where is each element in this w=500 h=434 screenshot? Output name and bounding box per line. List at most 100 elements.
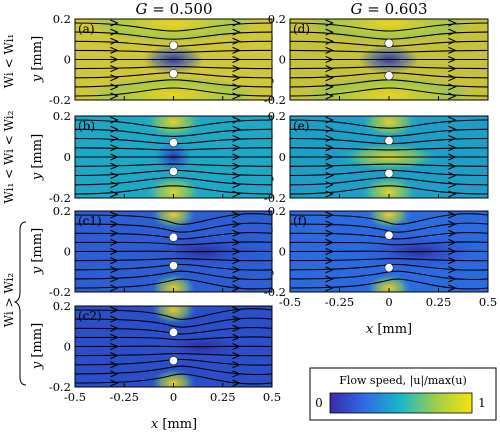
streamline-arrow [232, 190, 241, 198]
streamline [75, 257, 272, 262]
streamline-arrow [232, 125, 241, 133]
panel-e: (e) 0.2 0 -0.2 [264, 109, 489, 205]
streamline-arrow [325, 190, 334, 198]
streamline-arrow [110, 46, 119, 54]
streamline-arrow [325, 65, 334, 73]
streamline [75, 87, 272, 97]
streamline-arrow [232, 284, 241, 292]
streamline-arrow [110, 306, 119, 314]
x-var: x [366, 322, 374, 337]
streamline-arrow [325, 125, 334, 133]
y-axis-label-c1: y [mm] [30, 228, 45, 275]
y-unit: [mm] [30, 36, 45, 75]
streamline-arrow [448, 190, 457, 198]
y-tick-label: -0.2 [49, 191, 71, 205]
streamline [290, 257, 488, 262]
cylinder-bottom [169, 356, 179, 366]
streamline-arrow [232, 171, 241, 180]
streamline-arrow [325, 211, 334, 219]
streamline-arrow [448, 162, 457, 170]
streamline-arrow [448, 83, 457, 91]
streamline-arrow [325, 134, 334, 143]
cylinder-top [384, 136, 394, 146]
panel-label: (b) [78, 119, 95, 133]
streamline-arrow [232, 65, 241, 73]
streamline-arrow [232, 134, 241, 143]
streamline-arrow [110, 284, 119, 292]
streamline-arrow [232, 229, 241, 237]
streamline-arrow [325, 116, 334, 124]
panel-a: (a) 0.2 0 -0.2 [49, 12, 273, 107]
streamline-arrow [110, 266, 119, 274]
streamline-arrow [325, 257, 334, 265]
streamline [75, 345, 272, 348]
streamline [75, 308, 272, 320]
streamline-arrow [232, 333, 241, 341]
streamline-arrow [448, 74, 457, 82]
y-axis-label-b: y [mm] [30, 134, 45, 181]
y-tick-label: 0 [64, 245, 71, 259]
streamline-arrow [232, 19, 241, 27]
row-label-1: Wi < Wi₁ [2, 34, 16, 88]
streamline-arrow [448, 275, 457, 283]
streamline-arrow [325, 275, 334, 283]
x-tick-label: -0.5 [279, 295, 301, 309]
streamline [75, 119, 272, 129]
speed-region [361, 176, 417, 198]
streamline-arrow [325, 46, 334, 54]
streamline-arrow [325, 144, 334, 152]
cylinder-bottom [169, 261, 179, 271]
streamline-arrow [448, 28, 457, 36]
panel-c1: (c1) 0.2 0 -0.2 [49, 204, 273, 299]
streamline-arrow [448, 153, 457, 161]
header-right: G = 0.603 [350, 0, 427, 18]
streamline-arrow [110, 333, 119, 341]
cylinder-top [384, 38, 394, 48]
streamline-arrow [110, 28, 119, 36]
streamline-arrow [110, 153, 119, 161]
streamline-arrow [110, 247, 119, 256]
streamline-arrow [232, 247, 241, 256]
streamline-arrow [110, 134, 119, 143]
streamline-arrow [110, 324, 119, 332]
streamline [75, 213, 272, 225]
y-unit: [mm] [30, 134, 45, 173]
streamline [75, 128, 272, 137]
row-label-2: Wi₁ < Wi < Wi₂ [2, 110, 16, 203]
streamline-arrow [232, 342, 241, 351]
y-unit: [mm] [30, 228, 45, 267]
streamline [75, 79, 272, 88]
streamline [290, 147, 488, 151]
streamline-arrow [110, 74, 119, 82]
streamline [75, 317, 272, 328]
panel-f: (f) 0.2 0 -0.2-0.5 -0.25 0 0.25 0.5 [264, 204, 497, 309]
streamline [75, 31, 272, 40]
streamline-arrow [110, 315, 119, 323]
streamline-arrow [110, 211, 119, 219]
streamline-arrow [325, 74, 334, 82]
streamline-arrow [110, 37, 119, 45]
y-axis-label-a: y [mm] [30, 36, 45, 83]
header-right-value: = 0.603 [362, 0, 427, 18]
streamline-arrow [110, 361, 119, 369]
streamline-arrow [110, 125, 119, 133]
streamline [75, 177, 272, 186]
panel-b: (b) 0.2 0 -0.2 [49, 109, 273, 205]
streamline-arrow [232, 257, 241, 265]
flow-field [75, 306, 272, 387]
y-tick-label: 0 [64, 150, 71, 164]
streamline-arrow [448, 247, 457, 256]
y-var: y [30, 266, 45, 275]
streamline-arrow [232, 92, 241, 100]
streamline-arrow [448, 46, 457, 54]
streamline-arrow [110, 65, 119, 73]
streamline-arrow [232, 324, 241, 332]
streamline-arrow [232, 361, 241, 369]
y-tick-label: 0 [64, 340, 71, 354]
y-var: y [30, 74, 45, 83]
streamline-arrow [232, 74, 241, 82]
cylinder-bottom [384, 71, 394, 81]
streamline-arrow [110, 238, 119, 246]
streamline-arrow [110, 162, 119, 170]
